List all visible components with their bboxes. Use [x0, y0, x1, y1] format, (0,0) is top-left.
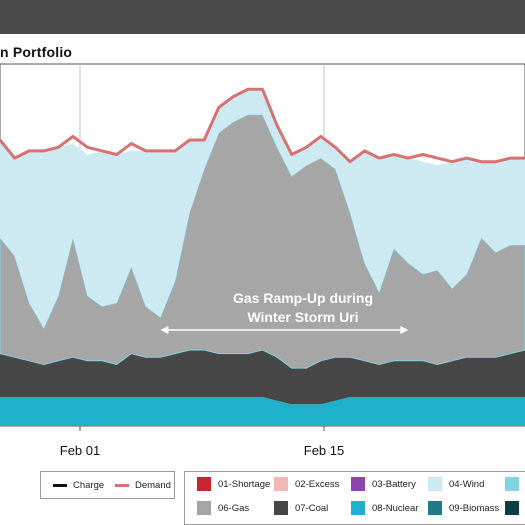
area-08-nuclear	[0, 397, 525, 426]
legend-item-unlabeled-4	[505, 477, 525, 491]
legend-item-01-shortage: 01-Shortage	[197, 477, 270, 491]
legend-color-swatch	[274, 501, 288, 515]
legend-label: 03-Battery	[372, 478, 416, 490]
legend-label: 08-Nuclear	[372, 502, 419, 514]
legend-item-03-battery: 03-Battery	[351, 477, 416, 491]
annotation-arrowhead-right	[400, 326, 409, 334]
legend-color-swatch	[274, 477, 288, 491]
legend-color-swatch	[351, 477, 365, 491]
legend-label: Demand	[135, 480, 171, 491]
legend-line-swatch	[115, 484, 129, 487]
area-series	[0, 89, 525, 426]
legend-color-swatch	[505, 477, 519, 491]
legend-label: 02-Excess	[295, 478, 340, 490]
legend-item-06-gas: 06-Gas	[197, 501, 249, 515]
legend-color-swatch	[428, 477, 442, 491]
legend-color-swatch	[197, 501, 211, 515]
legend-item-02-excess: 02-Excess	[274, 477, 339, 491]
legend-item-07-coal: 07-Coal	[274, 501, 328, 515]
annotation: Gas Ramp-Up during Winter Storm Uri	[160, 290, 409, 334]
legend-label: 06-Gas	[218, 502, 250, 514]
legend-item-08-nuclear: 08-Nuclear	[351, 501, 418, 515]
legend-label: Charge	[73, 480, 105, 491]
legend-line-swatch	[53, 484, 67, 487]
annotation-line-2: Winter Storm Uri	[247, 309, 358, 325]
demand-line	[0, 87, 525, 164]
stacked-area-chart: Feb 01 Feb 15 Gas Ramp-Up during Winter S…	[0, 63, 525, 458]
legend-item-04-wind: 04-Wind	[428, 477, 484, 491]
chart-title: n Portfolio	[0, 44, 73, 60]
legend-color-swatch	[428, 501, 442, 515]
legend-color-swatch	[505, 501, 519, 515]
legend-label: 09-Biomass	[449, 502, 500, 514]
legend-label: 01-Shortage	[218, 478, 271, 490]
x-axis: Feb 01 Feb 15	[60, 426, 344, 458]
legend-item-unlabeled-9	[505, 501, 525, 515]
area-04-wind	[0, 89, 525, 329]
legend-color-swatch	[351, 501, 365, 515]
annotation-line-1: Gas Ramp-Up during	[233, 290, 373, 306]
legend-lines: Charge Demand	[40, 471, 175, 499]
legend-item-charge: Charge	[53, 480, 104, 491]
legend-label: 07-Coal	[295, 502, 329, 514]
legend-fuels: 01-Shortage 02-Excess 03-Battery 04-Wind 06-…	[184, 471, 525, 525]
top-bar	[0, 0, 525, 34]
legend-label: 04-Wind	[449, 478, 485, 490]
demand-series	[0, 87, 525, 164]
x-tick-label-1: Feb 15	[304, 443, 344, 458]
x-tick-label-0: Feb 01	[60, 443, 100, 458]
legend-item-09-biomass: 09-Biomass	[428, 501, 499, 515]
area-07-coal	[0, 350, 525, 405]
legend-color-swatch	[197, 477, 211, 491]
legend-item-demand: Demand	[115, 480, 171, 491]
annotation-arrowhead-left	[160, 326, 169, 334]
